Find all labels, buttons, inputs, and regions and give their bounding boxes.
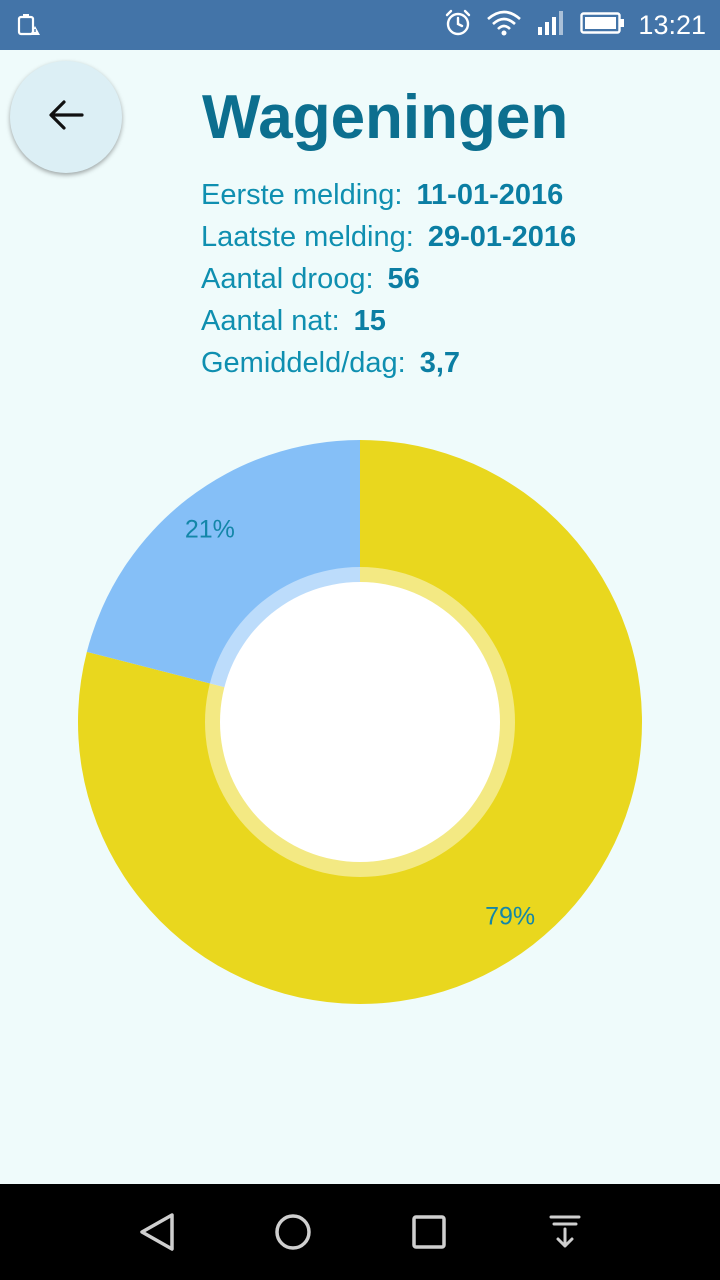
info-label: Aantal droog:	[201, 263, 374, 295]
info-row-eerste-melding: Eerste melding: 11-01-2016	[201, 174, 576, 216]
battery-icon	[580, 9, 626, 42]
info-row-aantal-nat: Aantal nat: 15	[201, 300, 576, 342]
back-triangle-icon	[140, 1213, 174, 1251]
info-value: 56	[387, 263, 420, 295]
info-row-gemiddeld-dag: Gemiddeld/dag: 3,7	[201, 342, 576, 384]
alarm-icon	[444, 9, 472, 42]
nav-back-button[interactable]	[128, 1204, 184, 1260]
info-label: Laatste melding:	[201, 221, 414, 253]
nav-notifications-button[interactable]	[537, 1204, 593, 1260]
info-label: Eerste melding:	[201, 179, 403, 211]
navigation-bar	[0, 1184, 720, 1280]
battery-alert-icon	[16, 13, 40, 42]
info-value: 29-01-2016	[427, 221, 577, 253]
status-time: 13:21	[638, 9, 706, 40]
pie-label-1: 79%	[485, 903, 535, 931]
wifi-icon	[486, 9, 522, 42]
back-button[interactable]	[10, 61, 122, 173]
info-label: Gemiddeld/dag:	[201, 347, 406, 379]
info-value: 11-01-2016	[416, 179, 564, 211]
info-value: 3,7	[419, 347, 461, 379]
info-label: Aantal nat:	[201, 305, 340, 337]
donut-chart-svg: 79% 21%	[77, 440, 642, 1004]
nav-recents-button[interactable]	[401, 1204, 457, 1260]
donut-hole	[220, 582, 500, 862]
page-title: Wageningen	[202, 83, 569, 152]
info-list: Eerste melding: 11-01-2016 Laatste meldin…	[201, 174, 576, 384]
info-row-laatste-melding: Laatste melding: 29-01-2016	[201, 216, 576, 258]
arrow-left-icon	[46, 95, 86, 140]
home-circle-icon	[275, 1214, 311, 1250]
signal-icon	[536, 9, 566, 42]
info-row-aantal-droog: Aantal droog: 56	[201, 258, 576, 300]
pie-label-0: 21%	[185, 515, 235, 543]
notifications-down-icon	[549, 1215, 581, 1248]
recents-square-icon	[412, 1215, 446, 1249]
info-value: 15	[353, 305, 386, 337]
status-bar: 13:21	[0, 0, 720, 50]
donut-chart: 79% 21%	[0, 420, 720, 1040]
nav-home-button[interactable]	[265, 1204, 321, 1260]
